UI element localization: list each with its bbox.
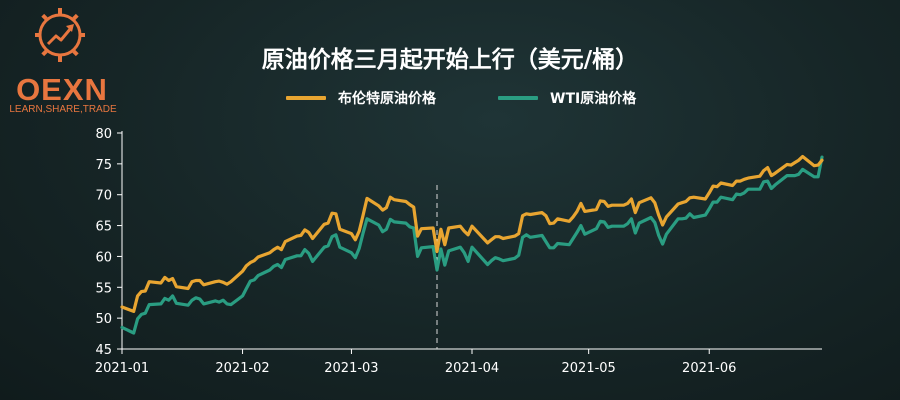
brand-tagline: LEARN,SHARE,TRADE xyxy=(9,104,117,115)
x-tick-label: 2021-02 xyxy=(215,361,269,376)
x-tick-label: 2021-03 xyxy=(324,361,378,376)
legend-swatch-brent xyxy=(286,96,326,100)
chart-title: 原油价格三月起开始上行（美元/桶） xyxy=(261,47,639,73)
y-tick-label: 80 xyxy=(95,127,112,142)
chart-legend: 布伦特原油价格 WTI原油价格 xyxy=(0,88,900,108)
brand-logo: OEXN LEARN,SHARE,TRADE xyxy=(6,8,117,115)
brand-name: OEXN xyxy=(16,72,108,107)
y-tick-label: 55 xyxy=(95,281,112,296)
legend-label-brent: 布伦特原油价格 xyxy=(338,91,436,107)
series-line-wti xyxy=(120,155,824,335)
logo-chart-arrow-icon xyxy=(35,8,85,62)
legend-item-brent: 布伦特原油价格 xyxy=(286,88,436,108)
x-tick-label: 2021-06 xyxy=(682,361,736,376)
y-tick-label: 70 xyxy=(95,189,112,204)
y-tick-label: 45 xyxy=(95,343,112,358)
y-tick-label: 50 xyxy=(95,312,112,327)
legend-swatch-wti xyxy=(498,96,538,100)
y-tick-label: 65 xyxy=(95,220,112,235)
legend-label-wti: WTI原油价格 xyxy=(550,91,637,107)
x-tick-label: 2021-01 xyxy=(95,361,149,376)
legend-item-wti: WTI原油价格 xyxy=(498,88,636,108)
y-axis: 45 50 55 60 65 70 75 80 xyxy=(95,127,123,358)
y-tick-label: 60 xyxy=(95,250,112,265)
series-line-brent xyxy=(120,154,824,313)
x-tick-label: 2021-04 xyxy=(445,361,499,376)
y-tick-label: 75 xyxy=(95,158,112,173)
x-axis: 2021-01 2021-02 2021-03 2021-04 2021-05 2021-… xyxy=(95,348,822,376)
series-layer xyxy=(120,154,824,335)
x-tick-label: 2021-05 xyxy=(562,361,616,376)
